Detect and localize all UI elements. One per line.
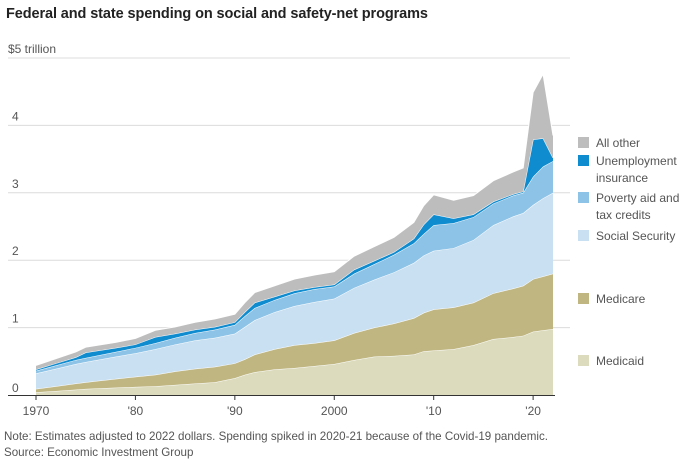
x-tick-label: '80	[128, 404, 144, 418]
legend-label: Medicare	[596, 292, 646, 306]
area-medicare	[36, 273, 553, 393]
note-text: Note: Estimates adjusted to 2022 dollars…	[4, 430, 548, 443]
y-axis: 0 1 2 3 4 $5 trillion	[8, 42, 56, 395]
x-axis: 1970 '80 '90 2000 '10 '20	[8, 395, 555, 418]
area-social-security	[36, 192, 553, 389]
area-medicaid	[36, 328, 553, 395]
y-tick-label: 0	[12, 381, 19, 395]
stacked-areas	[35, 72, 554, 395]
y-tick-label: 3	[12, 177, 19, 191]
x-tick-label: '90	[227, 404, 243, 418]
x-tick-label: 1970	[23, 404, 50, 418]
legend-swatch	[578, 155, 589, 166]
y-axis-unit-label: $5 trillion	[8, 42, 56, 56]
chart-title: Federal and state spending on social and…	[6, 6, 428, 22]
legend-item-all-other: All other	[578, 135, 689, 152]
legend-label: Medicaid	[596, 354, 645, 368]
y-tick-label: 1	[12, 312, 19, 326]
legend-item-medicare: Medicare	[578, 291, 689, 308]
y-tick-label: 2	[12, 244, 19, 258]
footnote: Note: Estimates adjusted to 2022 dollars…	[4, 429, 548, 461]
legend-item-medicaid: Medicaid	[578, 353, 689, 370]
legend-item-social-security: Social Security	[578, 228, 689, 245]
legend-swatch	[578, 230, 589, 241]
x-tick-label: '20	[525, 404, 541, 418]
x-tick-label: 2000	[321, 404, 348, 418]
legend-swatch	[578, 137, 589, 148]
legend-swatch	[578, 355, 589, 366]
legend-label: Unemployment insurance	[596, 154, 677, 185]
legend-item-poverty-aid: Poverty aid and tax credits	[578, 190, 689, 224]
legend-swatch	[578, 192, 589, 203]
legend-label: Social Security	[596, 229, 676, 243]
area-edge-all-other	[35, 72, 554, 366]
source-text: Source: Economic Investment Group	[4, 446, 194, 459]
y-tick-label: 4	[12, 109, 19, 123]
legend-item-unemployment-insurance: Unemployment insurance	[578, 153, 689, 187]
legend-swatch	[578, 293, 589, 304]
legend-label: Poverty aid and tax credits	[596, 191, 680, 222]
x-tick-label: '10	[426, 404, 442, 418]
legend-label: All other	[596, 136, 641, 150]
